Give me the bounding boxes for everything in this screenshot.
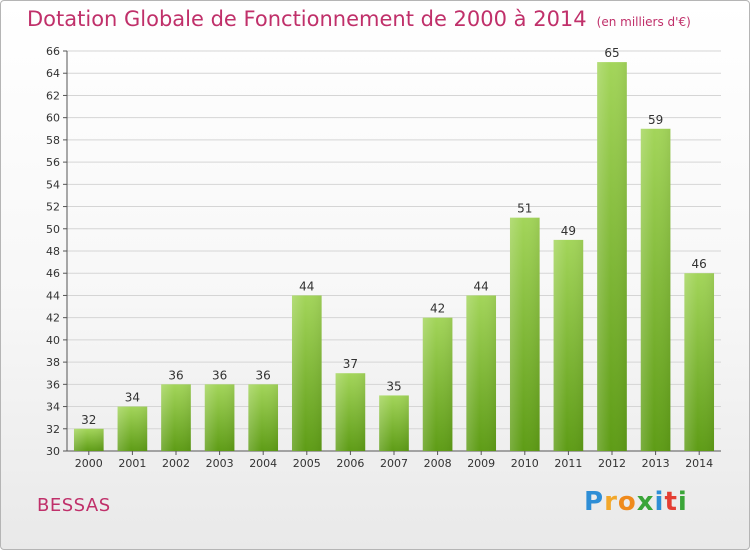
bar-sheen	[291, 295, 322, 451]
chart-subtitle: (en milliers d'€)	[596, 15, 691, 29]
value-labels: 32 34 36 36 36 44 37 35 42 44 51 49 65 59 46	[81, 46, 707, 427]
x-tick-label: 2010	[511, 457, 539, 470]
y-tick-label: 54	[46, 178, 60, 191]
x-tick-label: 2012	[598, 457, 626, 470]
y-tick-label: 56	[46, 156, 60, 169]
y-tick-label: 42	[46, 312, 60, 325]
y-tick-label: 62	[46, 89, 60, 102]
value-label: 36	[256, 368, 271, 382]
bar-sheen	[466, 295, 497, 451]
y-tick-label: 36	[46, 378, 60, 391]
chart-title-text: Dotation Globale de Fonctionnement de 20…	[27, 7, 587, 31]
y-tick-label: 32	[46, 423, 60, 436]
proxiti-logo[interactable]: Proxiti	[584, 487, 688, 517]
value-label: 46	[692, 257, 707, 271]
value-label: 34	[125, 391, 140, 405]
value-label: 32	[81, 413, 96, 427]
value-label: 44	[299, 279, 314, 293]
x-tick-label: 2005	[293, 457, 321, 470]
y-tick-label: 66	[46, 45, 60, 58]
y-tick-label: 34	[46, 401, 60, 414]
y-tick-label: 48	[46, 245, 60, 258]
chart-title: Dotation Globale de Fonctionnement de 20…	[27, 7, 691, 31]
x-tick-label: 2007	[380, 457, 408, 470]
y-tick-label: 46	[46, 267, 60, 280]
logo-letter: r	[604, 487, 618, 517]
x-tick-label: 2002	[162, 457, 190, 470]
y-tick-label: 60	[46, 112, 60, 125]
bar-sheen	[422, 317, 453, 451]
bar-sheen	[335, 373, 366, 451]
x-tick-label: 2000	[75, 457, 103, 470]
value-label: 37	[343, 357, 358, 371]
commune-name: BESSAS	[37, 495, 111, 516]
bar-sheen	[640, 128, 671, 451]
bar-sheen	[161, 384, 191, 451]
y-tick-label: 64	[46, 67, 60, 80]
logo-letter: P	[584, 487, 605, 517]
logo-letter: x	[636, 487, 655, 517]
value-label: 59	[648, 113, 663, 127]
x-tick-label: 2009	[467, 457, 495, 470]
y-tick-label: 52	[46, 201, 60, 214]
bar-sheen	[509, 217, 540, 451]
y-tick-label: 38	[46, 356, 60, 369]
bar-sheen	[379, 395, 409, 451]
axes: 30 32 34 36 38 40 42 44 46 48 50 52 54 56 58 60 62 64 66 20…	[46, 45, 721, 470]
value-label: 42	[430, 302, 445, 316]
value-label: 35	[386, 379, 401, 393]
y-tick-label: 50	[46, 223, 60, 236]
x-tick-label: 2013	[642, 457, 670, 470]
x-tick-label: 2004	[249, 457, 277, 470]
x-tick-label: 2011	[554, 457, 582, 470]
bar-sheen	[204, 384, 235, 451]
bar-sheen	[248, 384, 279, 451]
bar-sheen	[684, 273, 715, 451]
y-tick-label: 58	[46, 134, 60, 147]
value-label: 36	[168, 368, 183, 382]
y-tick-label: 44	[46, 289, 60, 302]
y-tick-label: 30	[46, 445, 60, 458]
bars	[73, 62, 715, 451]
value-label: 51	[517, 202, 532, 216]
x-tick-label: 2006	[336, 457, 364, 470]
logo-letter: i	[654, 487, 665, 517]
value-label: 44	[474, 279, 489, 293]
logo-letter: i	[677, 487, 688, 517]
logo-letter: t	[664, 487, 678, 517]
bar-sheen	[553, 239, 584, 451]
x-tick-label: 2003	[206, 457, 234, 470]
value-label: 49	[561, 224, 576, 238]
y-tick-label: 40	[46, 334, 60, 347]
value-label: 36	[212, 368, 227, 382]
x-tick-label: 2001	[118, 457, 146, 470]
bar-sheen	[73, 428, 104, 451]
x-tick-label: 2014	[685, 457, 713, 470]
bar-sheen	[597, 62, 627, 451]
logo-letter: o	[617, 487, 637, 517]
value-label: 65	[604, 46, 619, 60]
bar-sheen	[117, 406, 148, 451]
x-tick-label: 2008	[424, 457, 452, 470]
